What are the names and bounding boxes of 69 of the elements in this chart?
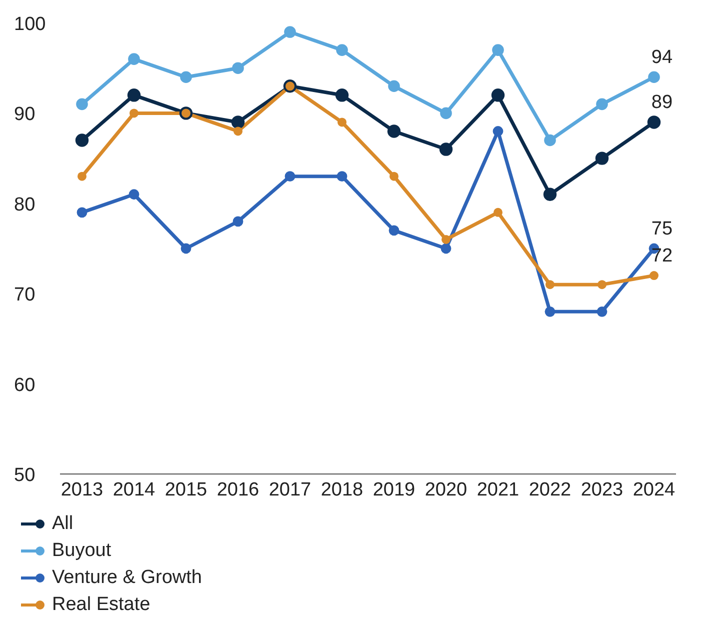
x-tick-label: 2024 [632,479,676,500]
point [650,271,658,280]
point [180,243,192,254]
data-label: 89 [651,92,673,114]
point [284,171,296,182]
point [546,280,554,290]
point [390,172,398,181]
point [440,107,452,120]
point [75,134,89,147]
x-tick-label: 2014 [112,479,156,500]
y-tick-label: 90 [14,104,36,126]
point [491,88,505,102]
x-tick-label: 2022 [528,479,572,500]
point [596,306,608,317]
point [494,208,502,217]
point [232,216,244,227]
x-tick-label: 2016 [216,479,260,500]
y-tick-label: 70 [14,284,36,306]
data-label: 72 [651,246,673,267]
x-tick-label: 2023 [580,479,624,500]
point [598,280,606,290]
point [492,126,504,136]
point [595,152,609,165]
point [335,88,349,102]
point [544,134,556,146]
point [388,225,400,236]
point [387,124,401,138]
x-tick-label: 2015 [164,479,208,500]
point [284,26,296,38]
y-tick-label: 60 [14,374,36,396]
point [336,44,348,56]
point [180,71,192,84]
x-tick-label: 2017 [268,479,312,500]
x-tick-label: 2021 [476,479,520,500]
point [76,98,88,110]
point [128,53,140,65]
y-tick-label: 100 [14,14,46,35]
point [544,306,556,317]
legend-label: Venture & Growth [52,566,202,588]
x-tick-label: 2013 [60,479,104,500]
legend-label: Real Estate [52,594,150,616]
point [648,71,660,84]
point [338,118,346,127]
point [492,44,504,56]
point [231,116,245,129]
data-label: 75 [651,218,673,240]
x-tick-label: 2020 [424,479,468,500]
x-tick-label: 2019 [372,479,416,500]
point [232,62,244,74]
point [336,171,348,182]
point [76,207,88,218]
point [127,88,141,102]
x-tick-label: 2018 [320,479,364,500]
point [647,116,661,129]
legend-label: Buyout [52,540,112,562]
point [440,243,452,254]
point [439,142,453,156]
y-tick-label: 80 [14,194,36,216]
point [234,126,242,136]
data-label: 94 [651,47,673,68]
point [128,189,140,200]
y-tick-label: 50 [14,465,36,486]
point [596,98,608,110]
point [78,172,86,181]
legend-label: All [52,512,74,534]
point [388,80,400,92]
point [442,234,450,244]
point [543,188,557,201]
point [130,108,138,118]
